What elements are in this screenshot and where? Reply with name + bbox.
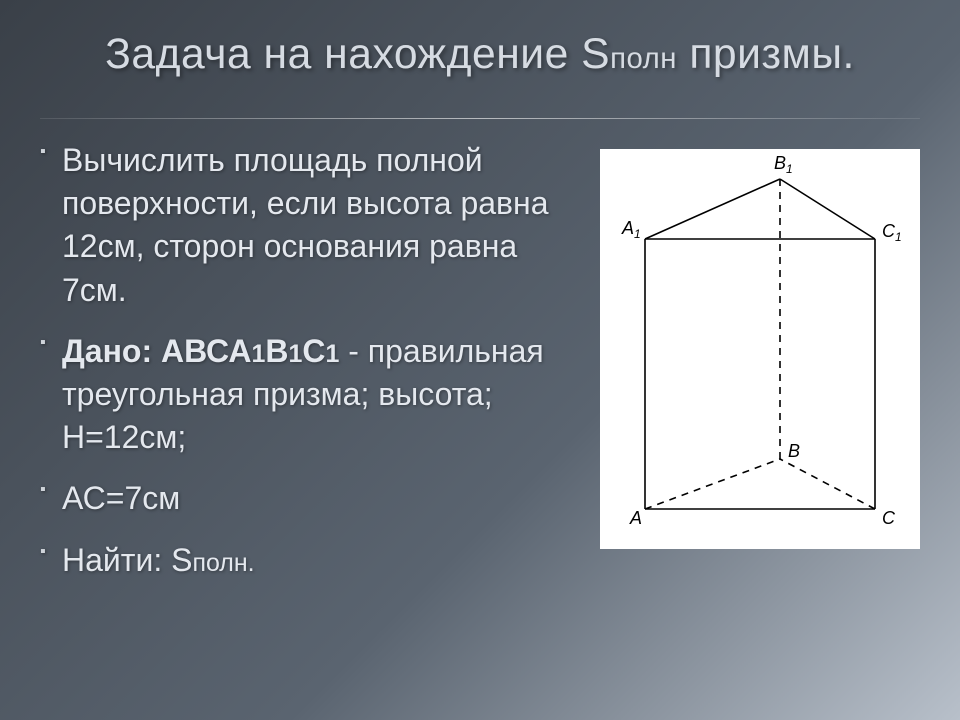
- vertex-label: A1: [621, 218, 641, 241]
- title-pre: Задача на нахождение S: [105, 30, 610, 78]
- text-column: Вычислить площадь полной поверхности, ес…: [40, 139, 570, 600]
- edge-visible: [645, 179, 780, 239]
- bullet-list: Вычислить площадь полной поверхности, ес…: [40, 139, 560, 582]
- title-sub: полн: [610, 42, 677, 75]
- bullet-item: АС=7см: [40, 477, 560, 520]
- edge-visible: [780, 179, 875, 239]
- vertex-label: B1: [774, 153, 793, 176]
- slide: Задача на нахождение Sполн призмы. Вычис…: [0, 0, 960, 720]
- title-post: призмы.: [677, 30, 855, 78]
- bullet-item: Дано: АВСА1В1С1 - правильная треугольная…: [40, 330, 560, 460]
- title-divider: [40, 118, 920, 119]
- edge-hidden: [780, 459, 875, 509]
- bullet-item: Вычислить площадь полной поверхности, ес…: [40, 139, 560, 312]
- edge-hidden: [645, 459, 780, 509]
- content-row: Вычислить площадь полной поверхности, ес…: [40, 139, 920, 600]
- vertex-label: C1: [882, 221, 902, 244]
- vertex-label: A: [629, 508, 642, 528]
- vertex-label: B: [788, 441, 800, 461]
- prism-svg: A C B A1 C1 B1: [600, 149, 920, 549]
- prism-figure: A C B A1 C1 B1: [600, 149, 920, 549]
- vertex-label: C: [882, 508, 896, 528]
- slide-title: Задача на нахождение Sполн призмы.: [40, 30, 920, 79]
- bullet-item: Найти: Sполн.: [40, 539, 560, 582]
